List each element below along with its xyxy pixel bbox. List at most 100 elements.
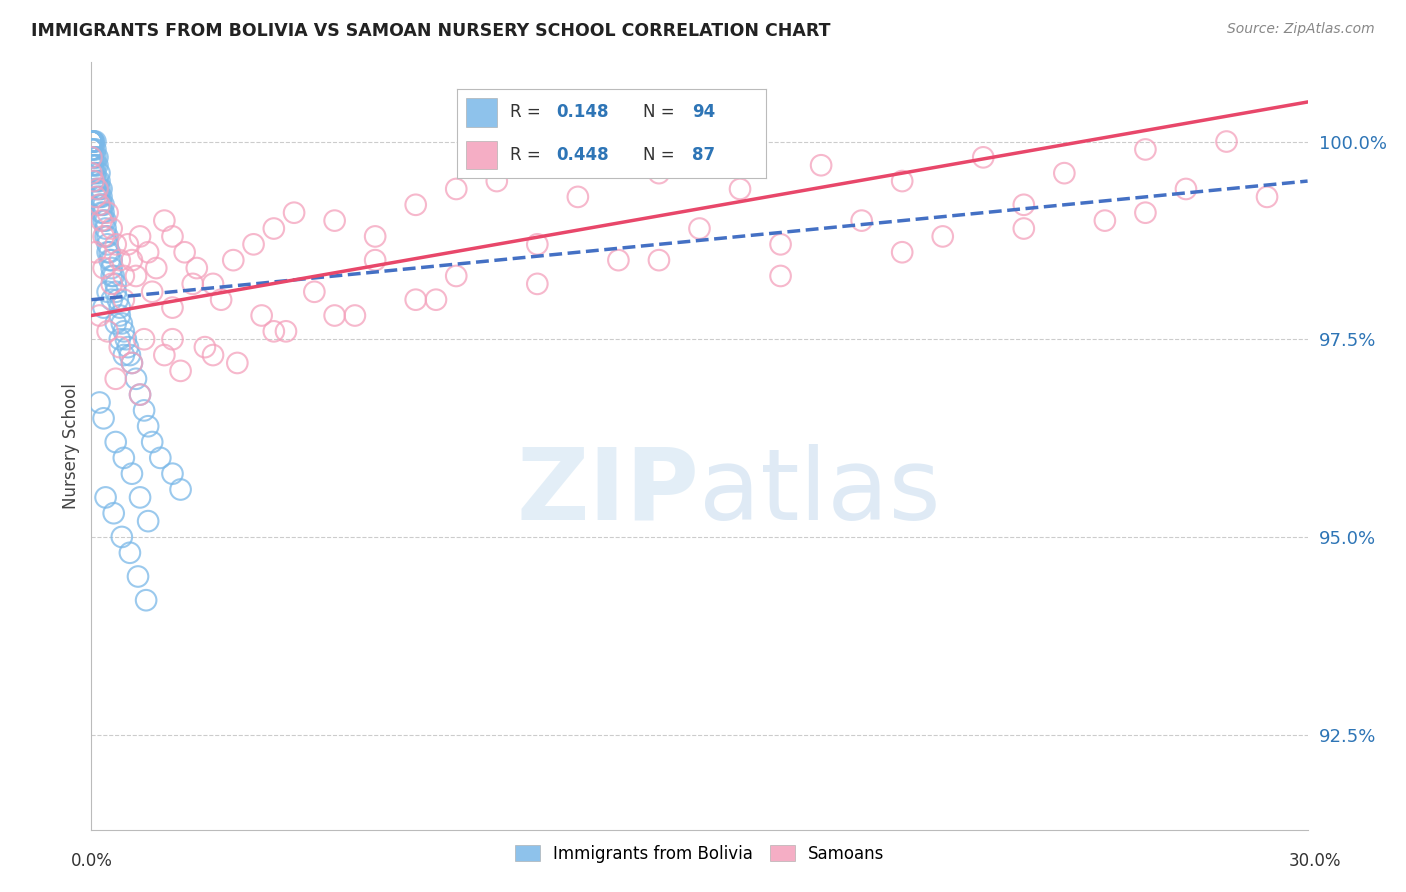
Point	[1135, 205, 1157, 219]
Point	[181, 277, 204, 291]
Point	[153, 213, 176, 227]
Point	[108, 309, 131, 323]
Point	[136, 245, 159, 260]
Point	[82, 135, 104, 149]
FancyBboxPatch shape	[467, 141, 498, 169]
Point	[104, 277, 127, 291]
Point	[851, 213, 873, 227]
Point	[194, 340, 217, 354]
Point	[115, 332, 138, 346]
Point	[343, 309, 366, 323]
Point	[86, 182, 108, 196]
Point	[80, 135, 103, 149]
Text: 0.448: 0.448	[555, 146, 609, 164]
Point	[80, 166, 103, 180]
Point	[304, 285, 326, 299]
Point	[769, 237, 792, 252]
Point	[118, 348, 141, 362]
Point	[100, 261, 122, 276]
Point	[103, 506, 125, 520]
Point	[104, 317, 127, 331]
Point	[891, 245, 914, 260]
Point	[607, 253, 630, 268]
Point	[108, 332, 131, 346]
Point	[121, 467, 143, 481]
Point	[263, 324, 285, 338]
Point	[567, 190, 589, 204]
Text: ZIP: ZIP	[516, 443, 699, 541]
Point	[135, 593, 157, 607]
Point	[89, 174, 111, 188]
Point	[145, 261, 167, 276]
Point	[94, 221, 117, 235]
Text: 0.0%: 0.0%	[70, 852, 112, 870]
Point	[104, 372, 127, 386]
Point	[153, 348, 176, 362]
Point	[84, 174, 107, 188]
Point	[274, 324, 297, 338]
Text: atlas: atlas	[699, 443, 941, 541]
Point	[104, 237, 127, 252]
Point	[86, 150, 108, 164]
Point	[149, 450, 172, 465]
Point	[100, 221, 122, 235]
Point	[89, 182, 111, 196]
Point	[107, 293, 129, 307]
Point	[364, 253, 387, 268]
Point	[648, 253, 671, 268]
Point	[283, 205, 305, 219]
Point	[117, 237, 139, 252]
Point	[80, 135, 103, 149]
Point	[1175, 182, 1198, 196]
Point	[104, 435, 127, 450]
Point	[202, 277, 225, 291]
Point	[425, 293, 447, 307]
Point	[80, 150, 103, 164]
Point	[104, 285, 127, 299]
Text: R =: R =	[509, 146, 546, 164]
Point	[82, 150, 104, 164]
Point	[108, 301, 131, 315]
Point	[485, 174, 508, 188]
Point	[93, 411, 115, 425]
Point	[84, 190, 107, 204]
Point	[526, 237, 548, 252]
Point	[89, 198, 111, 212]
Point	[84, 135, 107, 149]
Point	[136, 419, 159, 434]
Point	[129, 229, 152, 244]
Point	[688, 221, 710, 235]
Point	[125, 268, 148, 283]
Point	[82, 166, 104, 180]
Point	[173, 245, 195, 260]
Point	[94, 491, 117, 505]
Point	[100, 268, 122, 283]
Point	[97, 285, 120, 299]
FancyBboxPatch shape	[467, 98, 498, 127]
Y-axis label: Nursery School: Nursery School	[62, 383, 80, 509]
Point	[80, 150, 103, 164]
Point	[89, 198, 111, 212]
Point	[90, 190, 112, 204]
Point	[162, 301, 184, 315]
Point	[93, 229, 115, 244]
Point	[112, 293, 135, 307]
Point	[80, 135, 103, 149]
Point	[125, 372, 148, 386]
Point	[80, 135, 103, 149]
Point	[1135, 143, 1157, 157]
Text: 94: 94	[692, 103, 716, 121]
Point	[86, 174, 108, 188]
Point	[112, 450, 135, 465]
Point	[129, 387, 152, 401]
Point	[202, 348, 225, 362]
Point	[90, 182, 112, 196]
Point	[82, 174, 104, 188]
Point	[323, 309, 346, 323]
Point	[112, 348, 135, 362]
Point	[169, 364, 191, 378]
Point	[108, 253, 131, 268]
Legend: Immigrants from Bolivia, Samoans: Immigrants from Bolivia, Samoans	[506, 837, 893, 871]
Point	[84, 245, 107, 260]
Point	[769, 268, 792, 283]
